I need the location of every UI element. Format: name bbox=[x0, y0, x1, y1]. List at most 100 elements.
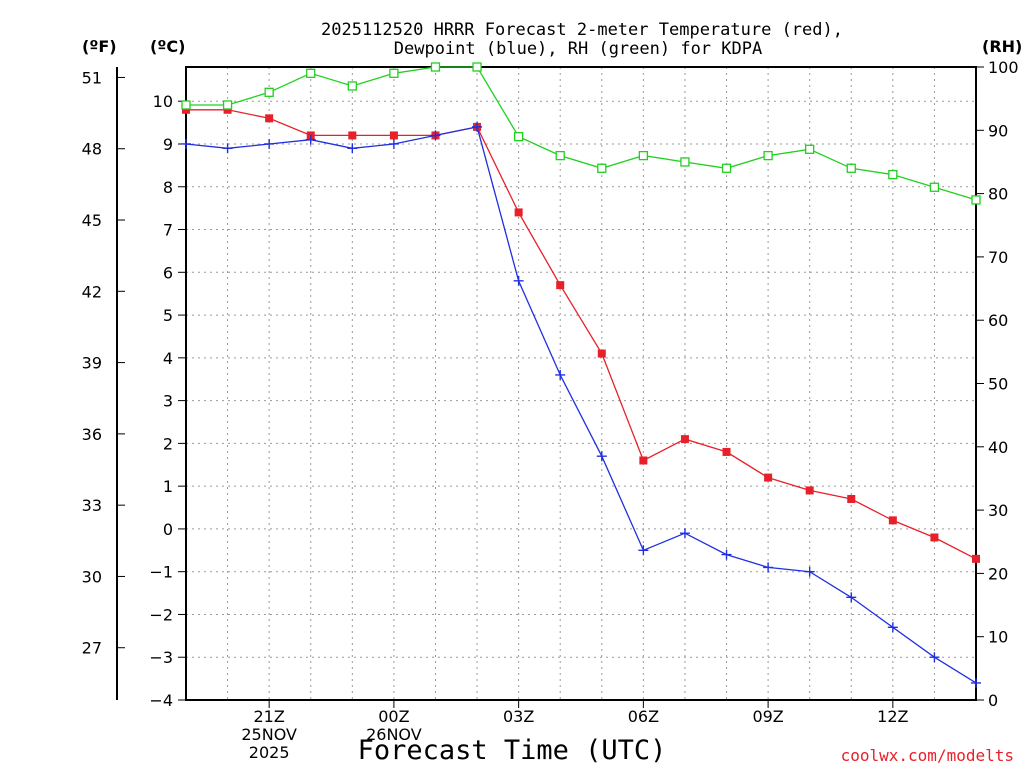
x-tick-label: 00Z bbox=[378, 707, 409, 726]
x-tick-label: 2025 bbox=[249, 743, 290, 762]
celsius-tick-label: −2 bbox=[149, 605, 173, 624]
dewpoint-series-line bbox=[185, 126, 977, 684]
temperature-point bbox=[556, 281, 565, 290]
dewpoint-point bbox=[305, 134, 316, 145]
rh-point bbox=[472, 62, 482, 72]
rh-point bbox=[929, 182, 940, 192]
temperature-point bbox=[514, 208, 523, 217]
temperature-point bbox=[888, 516, 897, 525]
rh-tick-label: 30 bbox=[988, 501, 1008, 520]
temperature-point bbox=[764, 473, 773, 482]
celsius-tick-label: 5 bbox=[163, 306, 173, 325]
dewpoint-point bbox=[513, 275, 524, 286]
rh-point bbox=[555, 150, 565, 161]
temperature-point bbox=[930, 533, 939, 542]
dewpoint-point bbox=[887, 622, 898, 633]
rh-point bbox=[846, 163, 856, 173]
dewpoint-point bbox=[347, 143, 358, 154]
celsius-tick-label: 0 bbox=[163, 520, 173, 539]
rh-tick-label: 0 bbox=[988, 691, 998, 710]
rh-point bbox=[430, 62, 441, 72]
temperature-point bbox=[348, 131, 357, 140]
dewpoint-point bbox=[929, 652, 940, 663]
celsius-tick-label: −3 bbox=[149, 648, 173, 667]
celsius-unit-label: (ºC) bbox=[150, 37, 185, 56]
dewpoint-point bbox=[181, 138, 191, 149]
temperature-point bbox=[597, 349, 606, 358]
rh-tick-label: 80 bbox=[988, 185, 1008, 204]
rh-point bbox=[763, 150, 773, 161]
watermark: coolwx.com/modelts bbox=[841, 746, 1014, 765]
temperature-point bbox=[265, 114, 274, 123]
fahrenheit-tick-label: 36 bbox=[82, 425, 102, 444]
rh-point bbox=[680, 157, 690, 167]
x-axis-title: Forecast Time (UTC) bbox=[358, 735, 667, 766]
fahrenheit-tick-label: 51 bbox=[82, 68, 102, 87]
dewpoint-point bbox=[679, 528, 690, 539]
temperature-point bbox=[972, 554, 980, 563]
temperature-point bbox=[639, 456, 648, 465]
temperature-series-line bbox=[186, 109, 977, 560]
rh-point bbox=[805, 144, 815, 154]
celsius-tick-label: 6 bbox=[163, 263, 173, 282]
temperature-point bbox=[182, 105, 190, 114]
temperature-point bbox=[847, 494, 856, 503]
rh-point bbox=[306, 68, 316, 78]
chart-title: 2025112520 HRRR Forecast 2-meter Tempera… bbox=[321, 20, 843, 40]
dewpoint-point bbox=[264, 138, 275, 149]
fahrenheit-unit-label: (ºF) bbox=[82, 37, 117, 56]
dewpoint-point bbox=[846, 592, 857, 603]
x-tick-label: 25NOV bbox=[241, 725, 297, 744]
rh-tick-label: 20 bbox=[988, 564, 1008, 583]
rh-tick-label: 70 bbox=[988, 248, 1008, 267]
dewpoint-point bbox=[971, 677, 981, 688]
temperature-point bbox=[805, 486, 814, 495]
celsius-tick-label: 10 bbox=[153, 92, 173, 111]
rh-point bbox=[888, 169, 898, 180]
temperature-point bbox=[680, 435, 689, 444]
fahrenheit-tick-label: 27 bbox=[82, 639, 102, 658]
celsius-tick-label: 9 bbox=[163, 135, 173, 154]
dewpoint-point bbox=[222, 143, 233, 154]
celsius-tick-label: 8 bbox=[163, 178, 173, 197]
fahrenheit-tick-label: 33 bbox=[82, 496, 102, 515]
rh-point bbox=[597, 163, 607, 173]
rh-point bbox=[721, 163, 732, 173]
celsius-tick-label: 3 bbox=[163, 392, 173, 411]
dewpoint-point bbox=[638, 545, 649, 556]
temperature-point bbox=[223, 105, 232, 114]
rh-point bbox=[513, 131, 524, 142]
rh-point bbox=[264, 87, 274, 97]
series-layer bbox=[181, 62, 981, 688]
fahrenheit-tick-label: 42 bbox=[82, 282, 102, 301]
rh-unit-label: (RH) bbox=[982, 37, 1022, 56]
fahrenheit-tick-label: 39 bbox=[82, 354, 102, 373]
rh-series-line bbox=[186, 66, 977, 201]
celsius-tick-label: 2 bbox=[163, 434, 173, 453]
rh-point bbox=[347, 81, 357, 91]
rh-tick-label: 10 bbox=[988, 628, 1008, 647]
chart-subtitle: Dewpoint (blue), RH (green) for KDPA bbox=[394, 39, 762, 59]
celsius-tick-label: 1 bbox=[163, 477, 173, 496]
rh-point bbox=[971, 195, 981, 205]
dewpoint-point bbox=[388, 138, 399, 149]
x-tick-label: 21Z bbox=[253, 707, 284, 726]
dewpoint-point bbox=[430, 130, 441, 141]
rh-tick-label: 40 bbox=[988, 438, 1008, 457]
dewpoint-point bbox=[721, 549, 732, 560]
dewpoint-point bbox=[804, 566, 815, 577]
rh-tick-label: 100 bbox=[988, 58, 1019, 77]
celsius-tick-label: −4 bbox=[149, 691, 173, 710]
dewpoint-point bbox=[763, 562, 774, 573]
fahrenheit-tick-label: 48 bbox=[82, 140, 102, 159]
dewpoint-point bbox=[596, 451, 607, 462]
x-tick-label: 26NOV bbox=[366, 725, 422, 744]
x-tick-label: 06Z bbox=[628, 707, 659, 726]
temperature-point bbox=[389, 131, 398, 140]
fahrenheit-tick-label: 30 bbox=[82, 567, 102, 586]
x-tick-label: 03Z bbox=[503, 707, 534, 726]
rh-tick-label: 60 bbox=[988, 311, 1008, 330]
rh-point bbox=[181, 100, 191, 110]
celsius-tick-label: −1 bbox=[149, 563, 173, 582]
